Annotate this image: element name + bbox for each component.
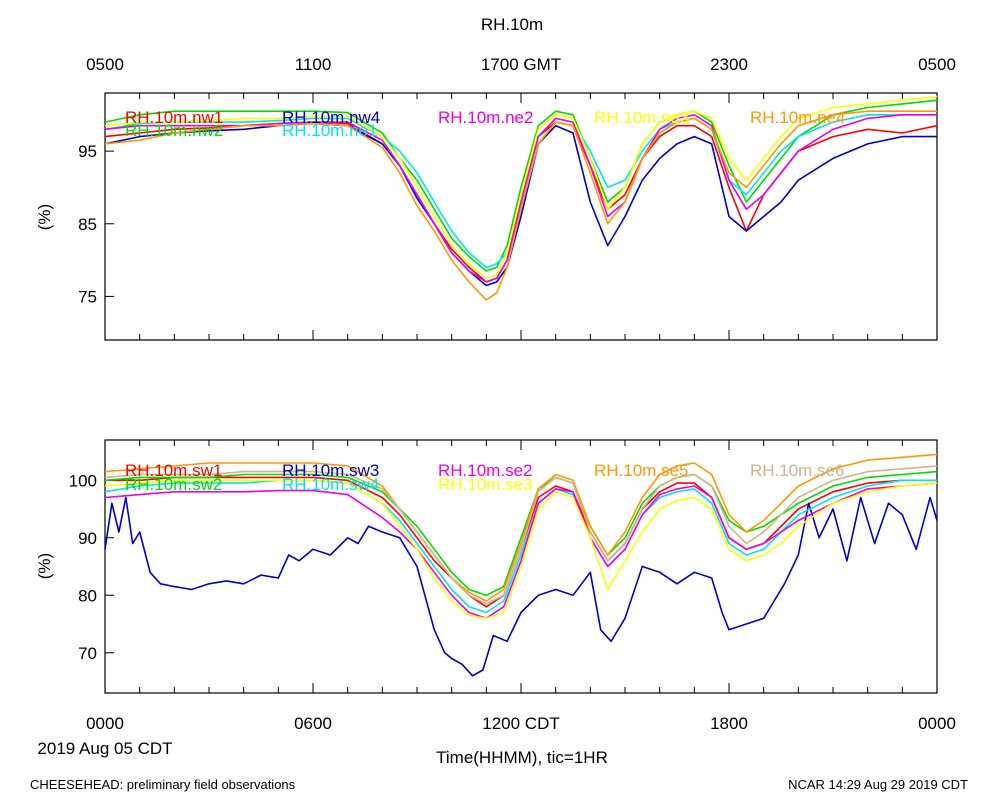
lower-y-axis: 70 80 90 100 bbox=[69, 471, 114, 663]
lower-y-label: (%) bbox=[35, 553, 54, 579]
legend-rh-10m-nw4: RH.10m.nw4 bbox=[282, 108, 380, 127]
series-line-rh-10m-ne3 bbox=[104, 95, 938, 280]
footer-left: CHEESEHEAD: preliminary field observatio… bbox=[30, 777, 296, 792]
y-tick-label: 100 bbox=[69, 471, 97, 490]
y-tick-label: 80 bbox=[78, 586, 97, 605]
top-tick-label: 0500 bbox=[918, 55, 956, 74]
series-line-rh-10m-se2 bbox=[104, 482, 938, 620]
series-line-rh-10m-sw3 bbox=[104, 496, 938, 677]
bottom-tick-label: 0600 bbox=[294, 714, 332, 733]
y-tick-label: 70 bbox=[78, 644, 97, 663]
y-tick-label: 95 bbox=[78, 142, 97, 161]
upper-y-axis: 75 85 95 bbox=[78, 142, 114, 306]
legend-rh-10m-sw4: RH.10m.sw4 bbox=[282, 475, 379, 494]
lower-x-ticks bbox=[104, 440, 938, 693]
series-line-rh-10m-se3 bbox=[104, 479, 938, 620]
series-line-rh-10m-ne4 bbox=[104, 110, 937, 301]
top-tick-label: 1700 GMT bbox=[481, 55, 561, 74]
series-line-rh-10m-ne1 bbox=[104, 114, 937, 269]
legend-rh-10m-se3: RH.10m.se3 bbox=[438, 475, 532, 494]
bottom-tick-label: 1200 CDT bbox=[482, 714, 559, 733]
top-tick-label: 1100 bbox=[295, 55, 332, 74]
footer-right: NCAR 14:29 Aug 29 2019 CDT bbox=[788, 777, 968, 792]
upper-x-ticks bbox=[104, 93, 938, 340]
series-line-rh-10m-sw4 bbox=[104, 479, 937, 614]
series-line-rh-10m-se5 bbox=[104, 453, 938, 602]
legend-rh-10m-se2: RH.10m.se2 bbox=[438, 461, 532, 480]
lower-series-lines bbox=[104, 453, 938, 677]
bottom-time-axis: 0000 0600 1200 CDT 1800 0000 bbox=[86, 714, 956, 733]
x-axis-label: Time(HHMM), tic=1HR bbox=[436, 748, 608, 767]
legend-rh-10m-nw2: RH.10m.nw2 bbox=[125, 121, 223, 140]
bottom-tick-label: 0000 bbox=[918, 714, 956, 733]
y-tick-label: 75 bbox=[78, 287, 97, 306]
series-line-rh-10m-se6 bbox=[104, 465, 938, 605]
legend-rh-10m-ne1: RH.10m.ne1 bbox=[282, 121, 377, 140]
bottom-tick-label: 1800 bbox=[710, 714, 748, 733]
legend-rh-10m-sw1: RH.10m.sw1 bbox=[125, 461, 222, 480]
upper-y-label: (%) bbox=[35, 204, 54, 230]
top-tick-label: 0500 bbox=[86, 55, 124, 74]
legend-rh-10m-ne4: RH.10m.ne4 bbox=[750, 108, 845, 127]
figure-title: RH.10m bbox=[481, 15, 543, 34]
legend-rh-10m-sw2: RH.10m.sw2 bbox=[125, 475, 222, 494]
top-tick-label: 2300 bbox=[710, 55, 748, 74]
legend-rh-10m-sw3: RH.10m.sw3 bbox=[282, 461, 379, 480]
legend-rh-10m-se5: RH.10m.se5 bbox=[594, 461, 688, 480]
bottom-tick-label: 0000 bbox=[86, 714, 124, 733]
top-time-axis: 0500 1100 1700 GMT 2300 0500 bbox=[86, 55, 956, 74]
legend-rh-10m-ne2: RH.10m.ne2 bbox=[438, 108, 533, 127]
series-line-rh-10m-ne2 bbox=[104, 114, 937, 283]
y-tick-label: 85 bbox=[78, 215, 97, 234]
y-tick-label: 90 bbox=[78, 529, 97, 548]
series-line-rh-10m-nw2 bbox=[104, 99, 938, 272]
upper-series-lines bbox=[104, 95, 938, 301]
legend-rh-10m-nw1: RH.10m.nw1 bbox=[125, 108, 223, 127]
date-label: 2019 Aug 05 CDT bbox=[37, 739, 172, 758]
legend-rh-10m-se6: RH.10m.se6 bbox=[750, 461, 844, 480]
legend-rh-10m-ne3: RH.10m.ne3 bbox=[594, 108, 689, 127]
